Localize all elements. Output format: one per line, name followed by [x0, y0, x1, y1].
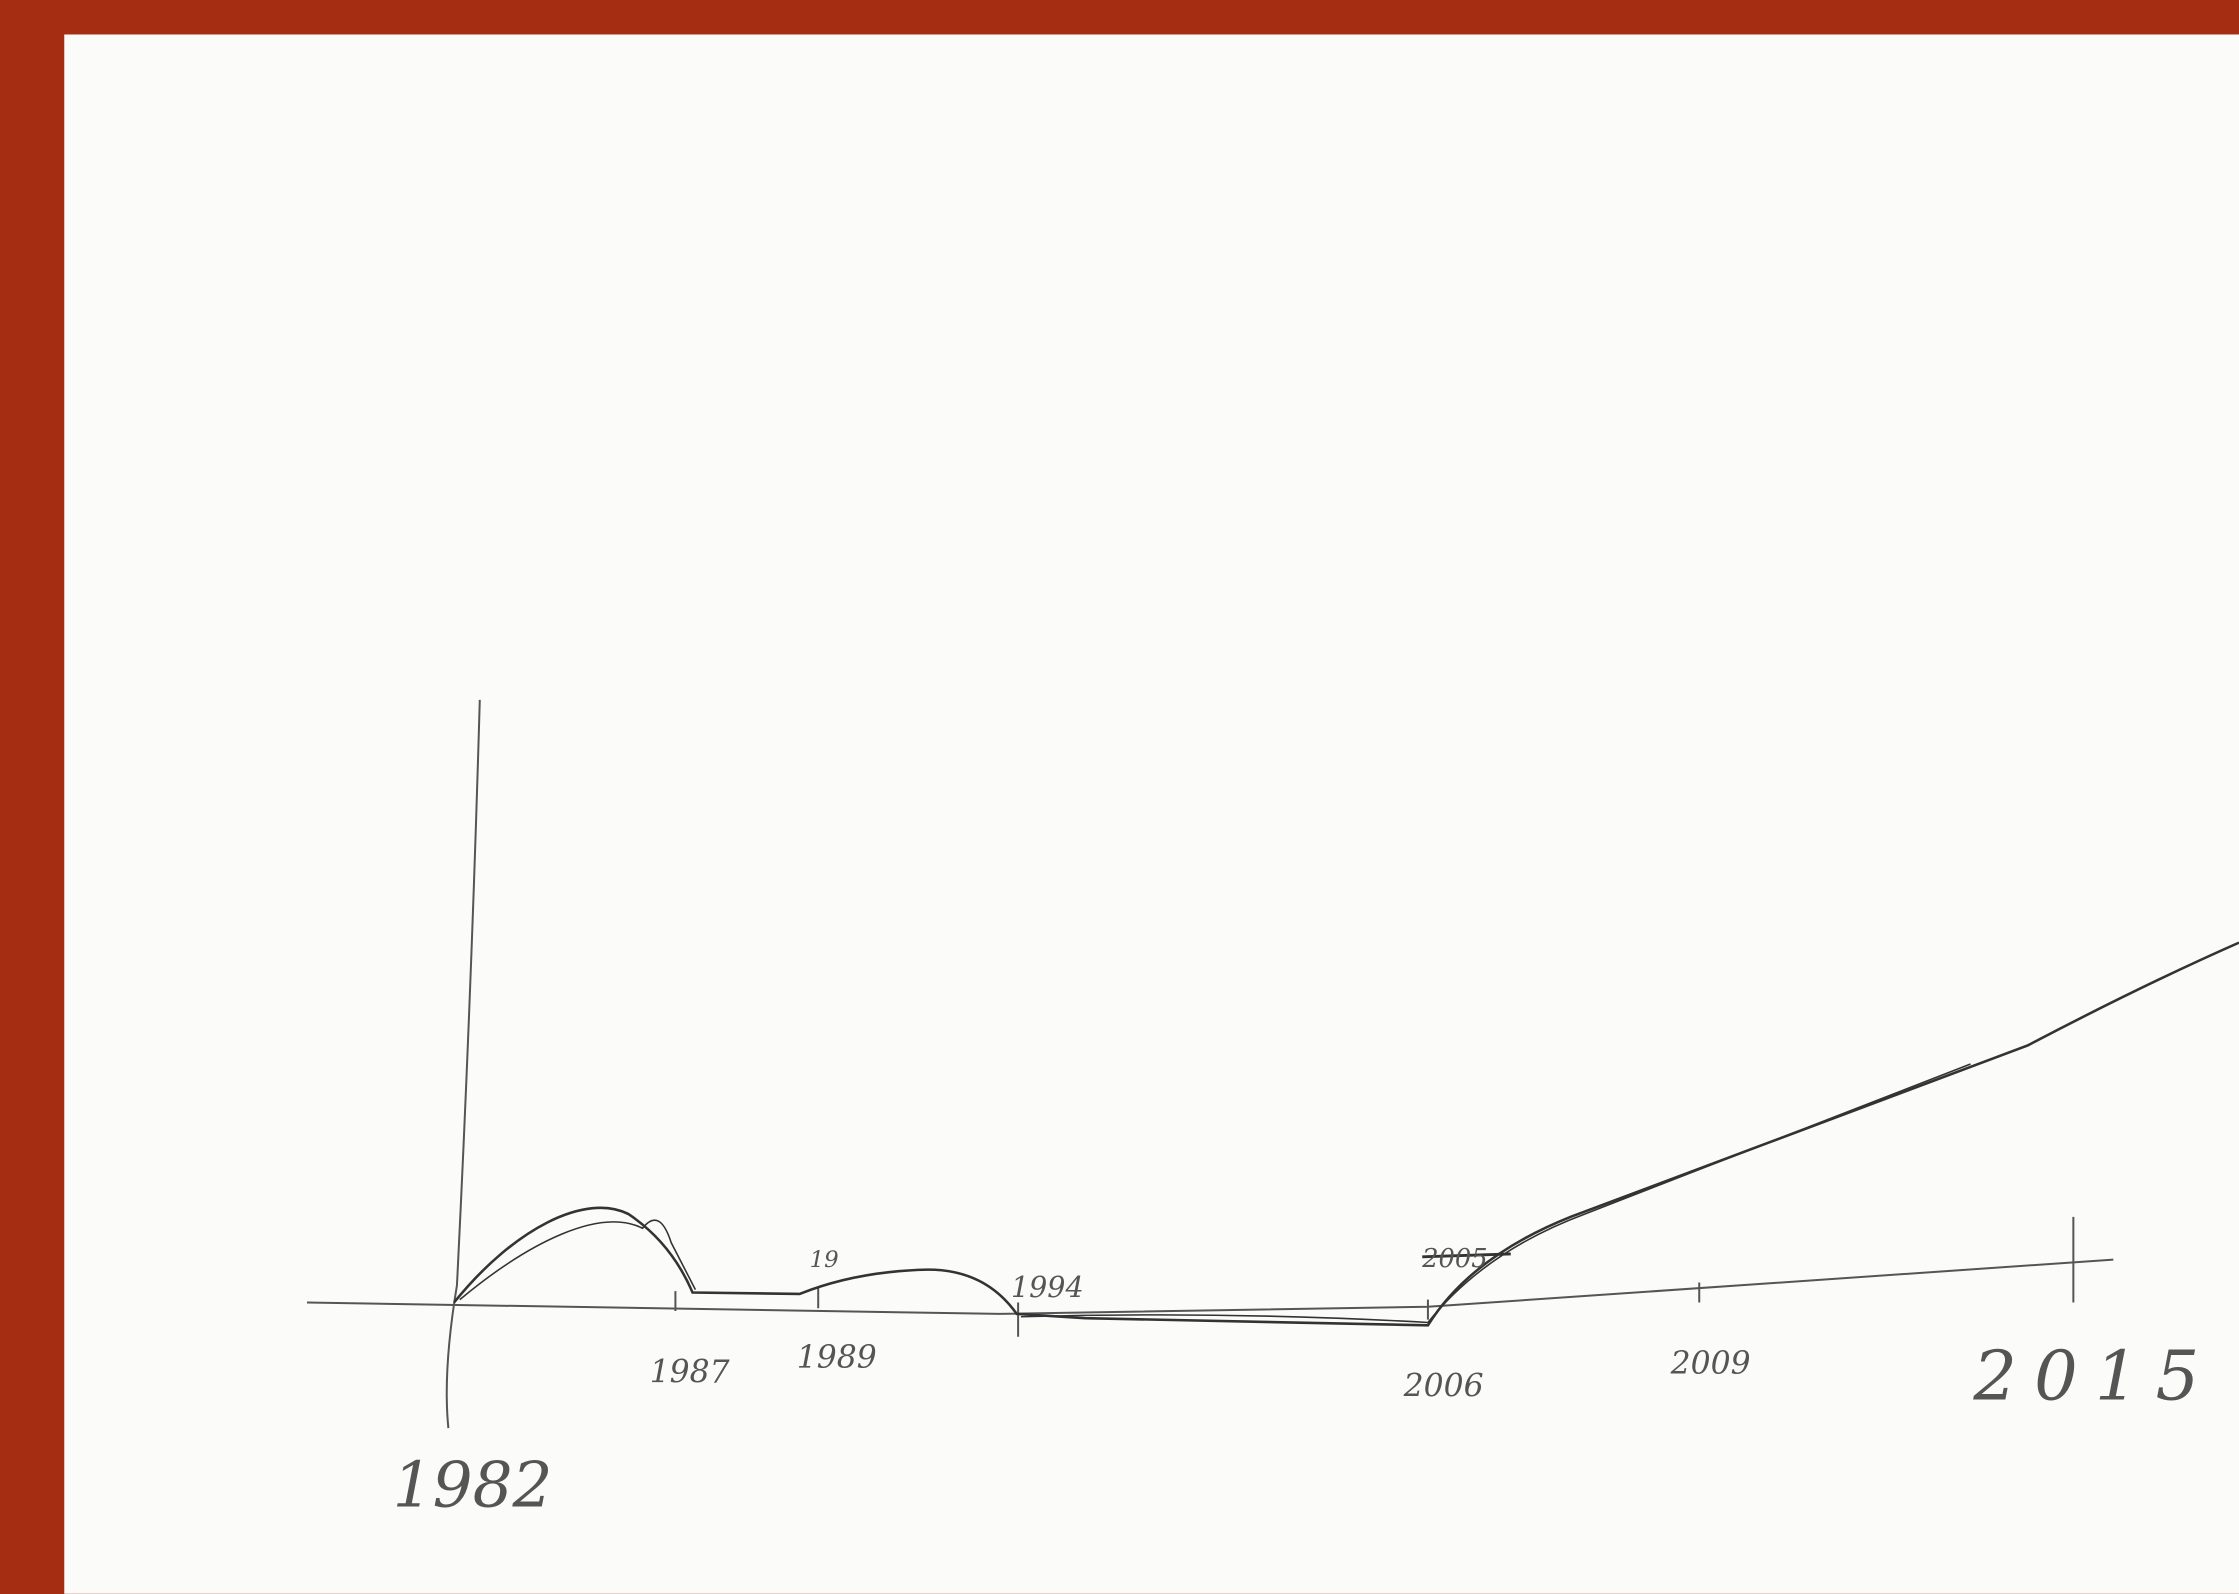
label-2006: 2006	[1403, 1369, 1484, 1405]
label-2005: 2005	[1421, 1244, 1487, 1274]
sketch: 1982 1987 19 1989 1994 2005 2006 2009 20…	[0, 0, 2239, 1594]
paper	[64, 34, 2239, 1593]
label-2015: 2015	[1972, 1337, 2216, 1417]
label-1989: 1989	[797, 1340, 877, 1376]
label-19: 19	[810, 1247, 839, 1273]
page: 1982 1987 19 1989 1994 2005 2006 2009 20…	[0, 0, 2239, 1594]
label-2009: 2009	[1670, 1346, 1751, 1382]
label-1982: 1982	[393, 1449, 553, 1522]
label-1987: 1987	[650, 1354, 730, 1390]
label-1994: 1994	[1011, 1270, 1084, 1304]
